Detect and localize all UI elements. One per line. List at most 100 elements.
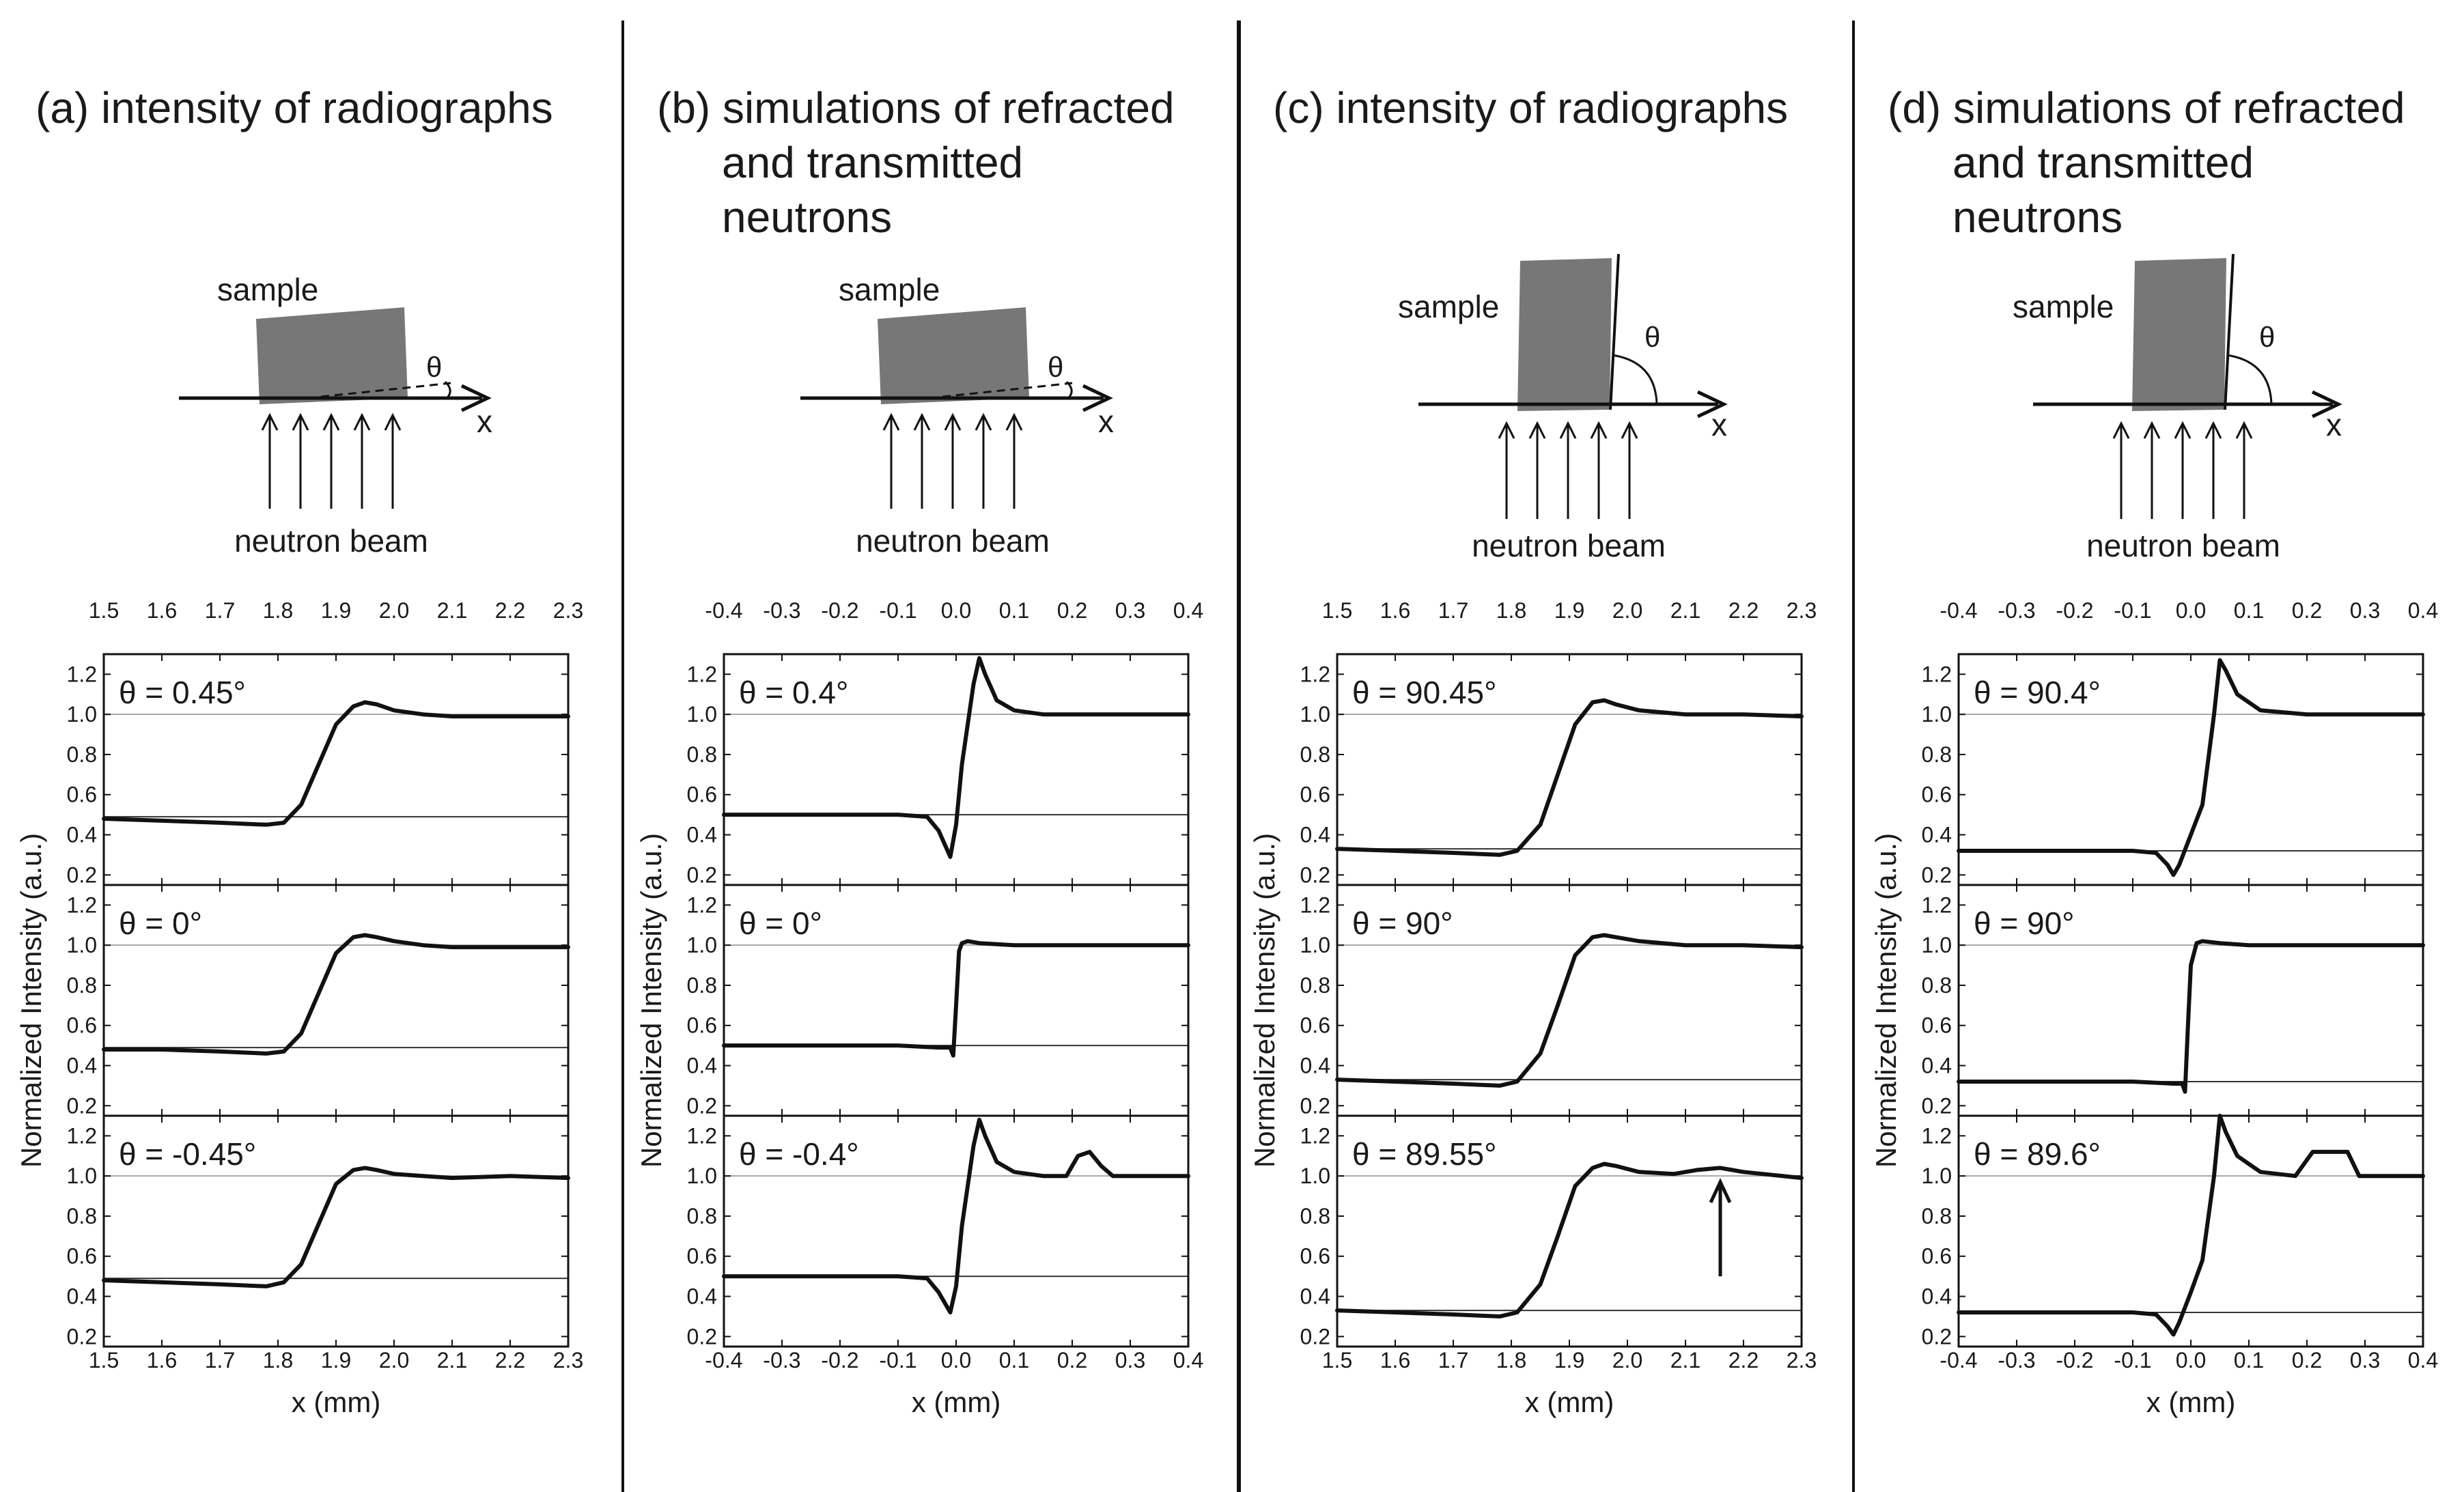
y-tick-label: 1.2 <box>1300 1123 1330 1148</box>
angle-label: θ <box>426 351 442 383</box>
x-tick-label: 0.3 <box>2350 1348 2380 1373</box>
y-tick-label: 0.2 <box>687 862 717 887</box>
schematic: sample θ x neutron beam <box>800 272 1114 559</box>
y-tick-label: 1.2 <box>687 662 717 686</box>
y-tick-label: 1.0 <box>67 933 97 957</box>
x-tick-label: 2.2 <box>495 1348 525 1373</box>
x-axis-title: x (mm) <box>1525 1386 1614 1418</box>
y-tick-label: 0.6 <box>1300 1013 1330 1038</box>
panel-title-line: (a) intensity of radiographs <box>36 83 553 132</box>
x-tick-label-top: -0.4 <box>1940 598 1977 623</box>
subplot-angle-label: θ = 90° <box>1974 905 2075 941</box>
y-tick-label: 0.2 <box>1922 1093 1952 1118</box>
y-tick-label: 1.2 <box>1300 662 1330 686</box>
y-tick-label: 0.2 <box>1922 1324 1952 1349</box>
beam-arrowhead <box>975 412 992 431</box>
y-tick-label: 0.4 <box>67 823 97 847</box>
beam-arrowhead <box>913 412 931 431</box>
data-line <box>1335 1162 1804 1319</box>
x-tick-label-top: -0.3 <box>1998 598 2035 623</box>
subplot: 0.2 0.4 0.6 0.8 1.0 1.2 θ = 89.6° <box>1922 1114 2425 1349</box>
subplot-frame <box>1336 1114 1803 1348</box>
subplot: 0.2 0.4 0.6 0.8 1.0 1.2 θ = 0.4° <box>687 653 1190 887</box>
x-tick-label: 0.1 <box>2234 1348 2264 1373</box>
beam-label: neutron beam <box>234 523 428 559</box>
subplot-angle-label: θ = 0° <box>739 905 822 941</box>
subplot-angle-label: θ = -0.4° <box>739 1136 859 1172</box>
y-tick-label: 0.8 <box>67 973 97 998</box>
angle-label: θ <box>1644 321 1660 353</box>
subplot-angle-label: θ = 0° <box>119 905 202 941</box>
x-tick-label: 1.5 <box>89 1348 119 1373</box>
x-tick-label-top: 0.2 <box>1057 598 1087 623</box>
data-line <box>1957 939 2425 1094</box>
x-tick-label: 0.3 <box>1115 1348 1145 1373</box>
data-line <box>722 939 1190 1058</box>
x-axis-title: x (mm) <box>2146 1386 2236 1418</box>
tilt-reference-line <box>2224 253 2235 410</box>
y-tick-label: 1.0 <box>687 702 717 727</box>
beam-arrowhead <box>322 412 340 431</box>
beam-arrowhead <box>944 412 962 431</box>
x-tick-label: 0.4 <box>1173 1348 1203 1373</box>
x-tick-label-top: 1.8 <box>1496 598 1526 623</box>
x-tick-label-top: 1.5 <box>89 598 119 623</box>
x-tick-label: 0.1 <box>999 1348 1029 1373</box>
beam-arrowhead <box>1590 421 1608 439</box>
sample-block <box>256 307 408 404</box>
beam-arrowhead <box>2112 421 2130 439</box>
x-tick-label-top: 0.4 <box>2408 598 2438 623</box>
x-tick-label: 0.0 <box>2176 1348 2206 1373</box>
subplot: 0.2 0.4 0.6 0.8 1.0 1.2 θ = 89.55° <box>1300 1114 1804 1349</box>
angle-arc <box>1065 380 1073 397</box>
x-tick-label-top: 0.1 <box>2234 598 2264 623</box>
x-tick-label-top: 1.6 <box>147 598 177 623</box>
y-tick-label: 1.0 <box>67 702 97 727</box>
axis-label: x <box>2326 407 2342 442</box>
y-tick-label: 1.0 <box>1300 702 1330 727</box>
x-tick-label: 1.9 <box>321 1348 351 1373</box>
x-tick-label: 0.2 <box>2292 1348 2322 1373</box>
panel-title-line: (d) simulations of refracted <box>1888 83 2405 132</box>
x-tick-label-top: 0.3 <box>1115 598 1145 623</box>
x-tick-label: 0.2 <box>1057 1348 1087 1373</box>
panel-title-line: neutrons <box>722 193 892 242</box>
data-line <box>102 933 570 1056</box>
y-tick-label: 0.4 <box>1922 1054 1952 1078</box>
y-tick-label: 1.0 <box>1922 1164 1952 1188</box>
beam-arrowhead <box>1498 421 1515 439</box>
data-line <box>1335 698 1804 857</box>
y-axis-title: Normalized Intensity (a.u.) <box>635 833 667 1168</box>
x-tick-label: 0.0 <box>941 1348 971 1373</box>
subplot-frame <box>1957 1114 2424 1348</box>
beam-arrowhead <box>2143 421 2161 439</box>
x-tick-label: 2.1 <box>1670 1348 1700 1373</box>
x-tick-label-top: 1.8 <box>263 598 293 623</box>
beam-arrowhead <box>882 412 900 431</box>
y-tick-label: 1.2 <box>1922 1123 1952 1148</box>
beam-arrowhead <box>1005 412 1023 431</box>
x-tick-label-top: 2.2 <box>495 598 525 623</box>
angle-label: θ <box>1048 351 1063 383</box>
y-tick-label: 1.2 <box>1922 662 1952 686</box>
tilt-reference-line <box>942 382 1073 398</box>
subplot: 0.2 0.4 0.6 0.8 1.0 1.2 θ = 90.4° <box>1922 653 2425 887</box>
subplot-angle-label: θ = -0.45° <box>119 1136 256 1172</box>
beam-arrowhead <box>2204 421 2222 439</box>
x-tick-label-top: 2.1 <box>437 598 467 623</box>
axis-label: x <box>1098 404 1114 439</box>
sample-label: sample <box>1398 289 1499 324</box>
x-tick-label: 2.2 <box>1728 1348 1759 1373</box>
y-tick-label: 0.8 <box>1300 973 1330 998</box>
x-tick-label-top: 2.3 <box>553 598 583 623</box>
axis-label: x <box>1711 407 1727 442</box>
y-tick-label: 0.2 <box>67 1324 97 1349</box>
x-tick-label-top: -0.1 <box>2114 598 2151 623</box>
y-tick-label: 0.8 <box>687 1204 717 1228</box>
data-line <box>102 700 570 827</box>
x-tick-label-top: 2.3 <box>1787 598 1817 623</box>
x-tick-label-top: 0.4 <box>1173 598 1203 623</box>
beam-label: neutron beam <box>2086 528 2280 563</box>
x-tick-label-top: 2.1 <box>1670 598 1700 623</box>
y-tick-label: 0.8 <box>1922 1204 1952 1228</box>
